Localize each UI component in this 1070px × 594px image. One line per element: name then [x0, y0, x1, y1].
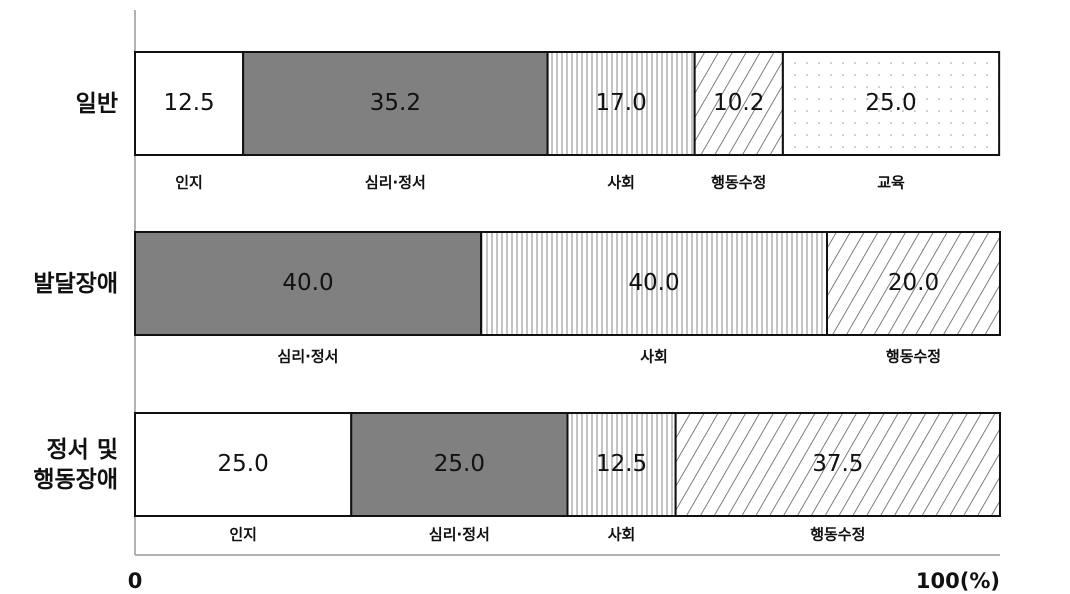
value-label: 25.0	[218, 451, 269, 477]
bar-segment	[693, 51, 784, 156]
bar-segment	[546, 51, 696, 156]
bar-segment	[781, 51, 1001, 156]
value-label: 17.0	[596, 90, 647, 116]
segment-name: 심리·정서	[278, 348, 339, 366]
bar-segment	[826, 231, 1001, 336]
segment-name: 심리·정서	[365, 174, 426, 192]
segment-name: 인지	[229, 526, 257, 544]
segment-name: 사회	[608, 526, 636, 544]
value-label: 25.0	[434, 451, 485, 477]
segment-name: 행동수정	[711, 174, 766, 192]
category-label: 일반	[75, 90, 118, 117]
bar-segment	[134, 412, 353, 517]
category-label: 발달장애	[33, 270, 118, 297]
bar-segment	[674, 412, 1001, 517]
value-label: 12.5	[163, 90, 214, 116]
value-label: 10.2	[713, 90, 764, 116]
segment-name: 행동수정	[810, 526, 865, 544]
segment-name: 인지	[175, 174, 203, 192]
value-label: 20.0	[888, 270, 939, 296]
segment-name: 행동수정	[886, 348, 941, 366]
value-label: 40.0	[282, 270, 333, 296]
value-label: 37.5	[812, 451, 863, 477]
bar-segment	[134, 231, 482, 336]
x-tick-label: 0	[128, 569, 143, 593]
segment-name: 사회	[607, 174, 635, 192]
bar-segment	[350, 412, 569, 517]
bar-segment	[480, 231, 828, 336]
value-label: 40.0	[628, 270, 679, 296]
segment-name: 교육	[877, 174, 905, 192]
bar-segment	[566, 412, 677, 517]
value-label: 35.2	[370, 90, 421, 116]
value-label: 25.0	[865, 90, 916, 116]
x-tick-label: 100(%)	[916, 569, 1000, 593]
segment-name: 사회	[640, 348, 668, 366]
category-label: 정서 및 행동장애	[33, 436, 118, 493]
bar-segment	[242, 51, 549, 156]
segment-name: 심리·정서	[429, 526, 490, 544]
value-label: 12.5	[596, 451, 647, 477]
bar-segment	[134, 51, 245, 156]
